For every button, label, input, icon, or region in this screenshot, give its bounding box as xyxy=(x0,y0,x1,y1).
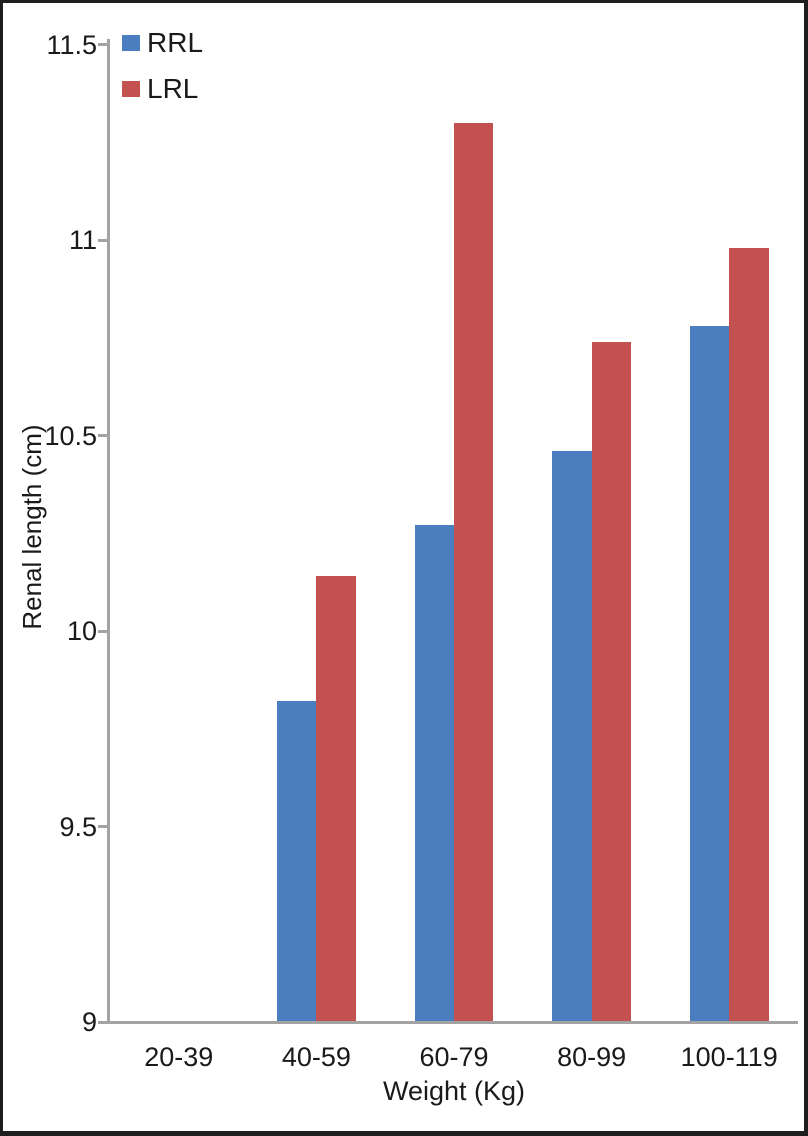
x-tick-label: 60-79 xyxy=(419,1042,489,1072)
x-tick-label: 80-99 xyxy=(557,1042,627,1072)
bar-lrl-100-119 xyxy=(729,247,769,1022)
y-tick-mark xyxy=(98,825,107,828)
x-axis-line xyxy=(107,1021,798,1024)
y-tick-label: 10 xyxy=(66,616,97,646)
y-tick-mark xyxy=(98,43,107,46)
legend-label-rrl: RRL xyxy=(147,27,204,58)
y-tick-label: 10.5 xyxy=(44,420,97,451)
y-tick-mark xyxy=(98,238,107,242)
y-tick-mark xyxy=(98,1020,107,1024)
x-tick-label: 40-59 xyxy=(281,1042,351,1072)
bar-rrl-100-119 xyxy=(689,326,730,1022)
bar-lrl-80-99 xyxy=(591,341,631,1022)
legend-swatch-lrl xyxy=(122,81,140,97)
y-tick-mark xyxy=(98,434,107,437)
legend-swatch-rrl xyxy=(122,35,140,51)
bar-rrl-60-79 xyxy=(414,525,454,1022)
y-tick-label: 9 xyxy=(81,1007,97,1037)
x-tick-label: 100-119 xyxy=(680,1042,778,1072)
bar-lrl-40-59 xyxy=(316,576,356,1022)
legend-item-rrl: RRL xyxy=(122,27,203,59)
y-axis-line xyxy=(107,39,110,1024)
bar-rrl-80-99 xyxy=(552,451,592,1022)
legend-label-lrl: LRL xyxy=(147,73,199,104)
legend: RRL LRL xyxy=(122,27,203,119)
bar-lrl-60-79 xyxy=(454,122,494,1022)
y-tick-label: 11 xyxy=(68,225,97,255)
legend-item-lrl: LRL xyxy=(122,73,203,105)
y-tick-label: 11.5 xyxy=(46,29,97,60)
y-tick-mark xyxy=(98,629,107,633)
y-tick-label: 9.5 xyxy=(59,811,97,842)
bar-rrl-40-59 xyxy=(277,701,317,1022)
x-axis-title: Weight (Kg) xyxy=(382,1076,526,1106)
x-tick-label: 20-39 xyxy=(144,1042,214,1072)
